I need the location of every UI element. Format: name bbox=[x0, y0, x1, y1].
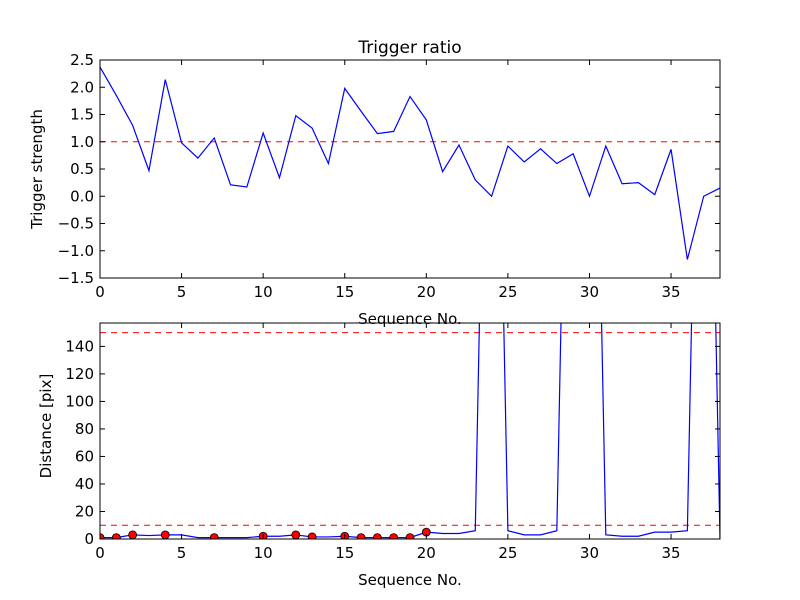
x-tick-label: 0 bbox=[95, 544, 105, 562]
y-tick-label: 0.5 bbox=[70, 160, 94, 178]
x-tick-label: 25 bbox=[498, 544, 517, 562]
threshold-lines bbox=[100, 332, 720, 526]
x-tick-label: 20 bbox=[417, 283, 436, 301]
y-axis-label: Distance [pix] bbox=[37, 374, 55, 479]
x-tick-label: 15 bbox=[335, 283, 354, 301]
x-axis-ticks: 0 5 10 15 20 25 30 35 bbox=[95, 323, 681, 562]
y-tick-label: −1.5 bbox=[58, 269, 94, 287]
y-tick-label: 80 bbox=[75, 420, 94, 438]
x-tick-label: 5 bbox=[177, 544, 187, 562]
data-point bbox=[389, 533, 399, 539]
x-tick-label: 20 bbox=[417, 544, 436, 562]
data-point bbox=[291, 530, 301, 539]
x-tick-label: 0 bbox=[95, 283, 105, 301]
y-tick-label: 60 bbox=[75, 447, 94, 465]
data-point bbox=[307, 532, 317, 539]
data-point bbox=[405, 533, 415, 539]
x-tick-label: 10 bbox=[254, 283, 273, 301]
data-point bbox=[160, 530, 170, 539]
x-tick-label: 35 bbox=[662, 544, 681, 562]
data-point bbox=[100, 533, 105, 539]
x-axis-label: Sequence No. bbox=[358, 310, 462, 328]
series-line-0 bbox=[100, 66, 720, 260]
x-tick-label: 30 bbox=[580, 544, 599, 562]
y-tick-label: 2.5 bbox=[70, 51, 94, 69]
x-tick-label: 15 bbox=[335, 544, 354, 562]
y-tick-label: 20 bbox=[75, 502, 94, 520]
y-axis-label: Trigger strength bbox=[28, 109, 46, 230]
x-axis-ticks: 0 5 10 15 20 25 30 35 bbox=[95, 60, 681, 301]
y-tick-label: 0 bbox=[84, 530, 94, 548]
distance-plot: 0 5 10 15 20 25 30 35 0 20 40 60 80 100 120 140 Sequen… bbox=[37, 322, 721, 589]
data-point bbox=[372, 533, 382, 539]
y-tick-label: 100 bbox=[65, 392, 94, 410]
data-point bbox=[128, 530, 138, 539]
x-tick-label: 35 bbox=[662, 283, 681, 301]
y-tick-label: 40 bbox=[75, 475, 94, 493]
data-point bbox=[111, 533, 121, 539]
x-axis-label: Sequence No. bbox=[358, 571, 462, 589]
y-tick-label: 0.0 bbox=[70, 187, 94, 205]
y-tick-label: 1.5 bbox=[70, 106, 94, 124]
y-tick-label: −0.5 bbox=[58, 215, 94, 233]
trigger-ratio-plot: 0 5 10 15 20 25 30 35 −1.5 −1.0 −0.5 0.0 0.5 1.0 1.5 2… bbox=[28, 38, 721, 328]
y-tick-label: −1.0 bbox=[58, 242, 94, 260]
y-tick-label: 1.0 bbox=[70, 133, 94, 151]
x-tick-label: 5 bbox=[177, 283, 187, 301]
chart-title: Trigger ratio bbox=[357, 38, 461, 58]
x-tick-label: 25 bbox=[498, 283, 517, 301]
x-tick-label: 10 bbox=[254, 544, 273, 562]
trigger-strength-series bbox=[100, 66, 720, 260]
distance-markers bbox=[100, 527, 431, 539]
y-axis-ticks: 0 20 40 60 80 100 120 140 bbox=[65, 337, 720, 548]
axes-frame bbox=[99, 322, 721, 540]
y-axis-ticks: −1.5 −1.0 −0.5 0.0 0.5 1.0 1.5 2.0 2.5 bbox=[58, 51, 720, 287]
y-tick-label: 120 bbox=[65, 365, 94, 383]
x-tick-label: 30 bbox=[580, 283, 599, 301]
y-tick-label: 2.0 bbox=[70, 78, 94, 96]
data-point bbox=[356, 533, 366, 539]
y-tick-label: 140 bbox=[65, 337, 94, 355]
data-point bbox=[209, 533, 219, 539]
